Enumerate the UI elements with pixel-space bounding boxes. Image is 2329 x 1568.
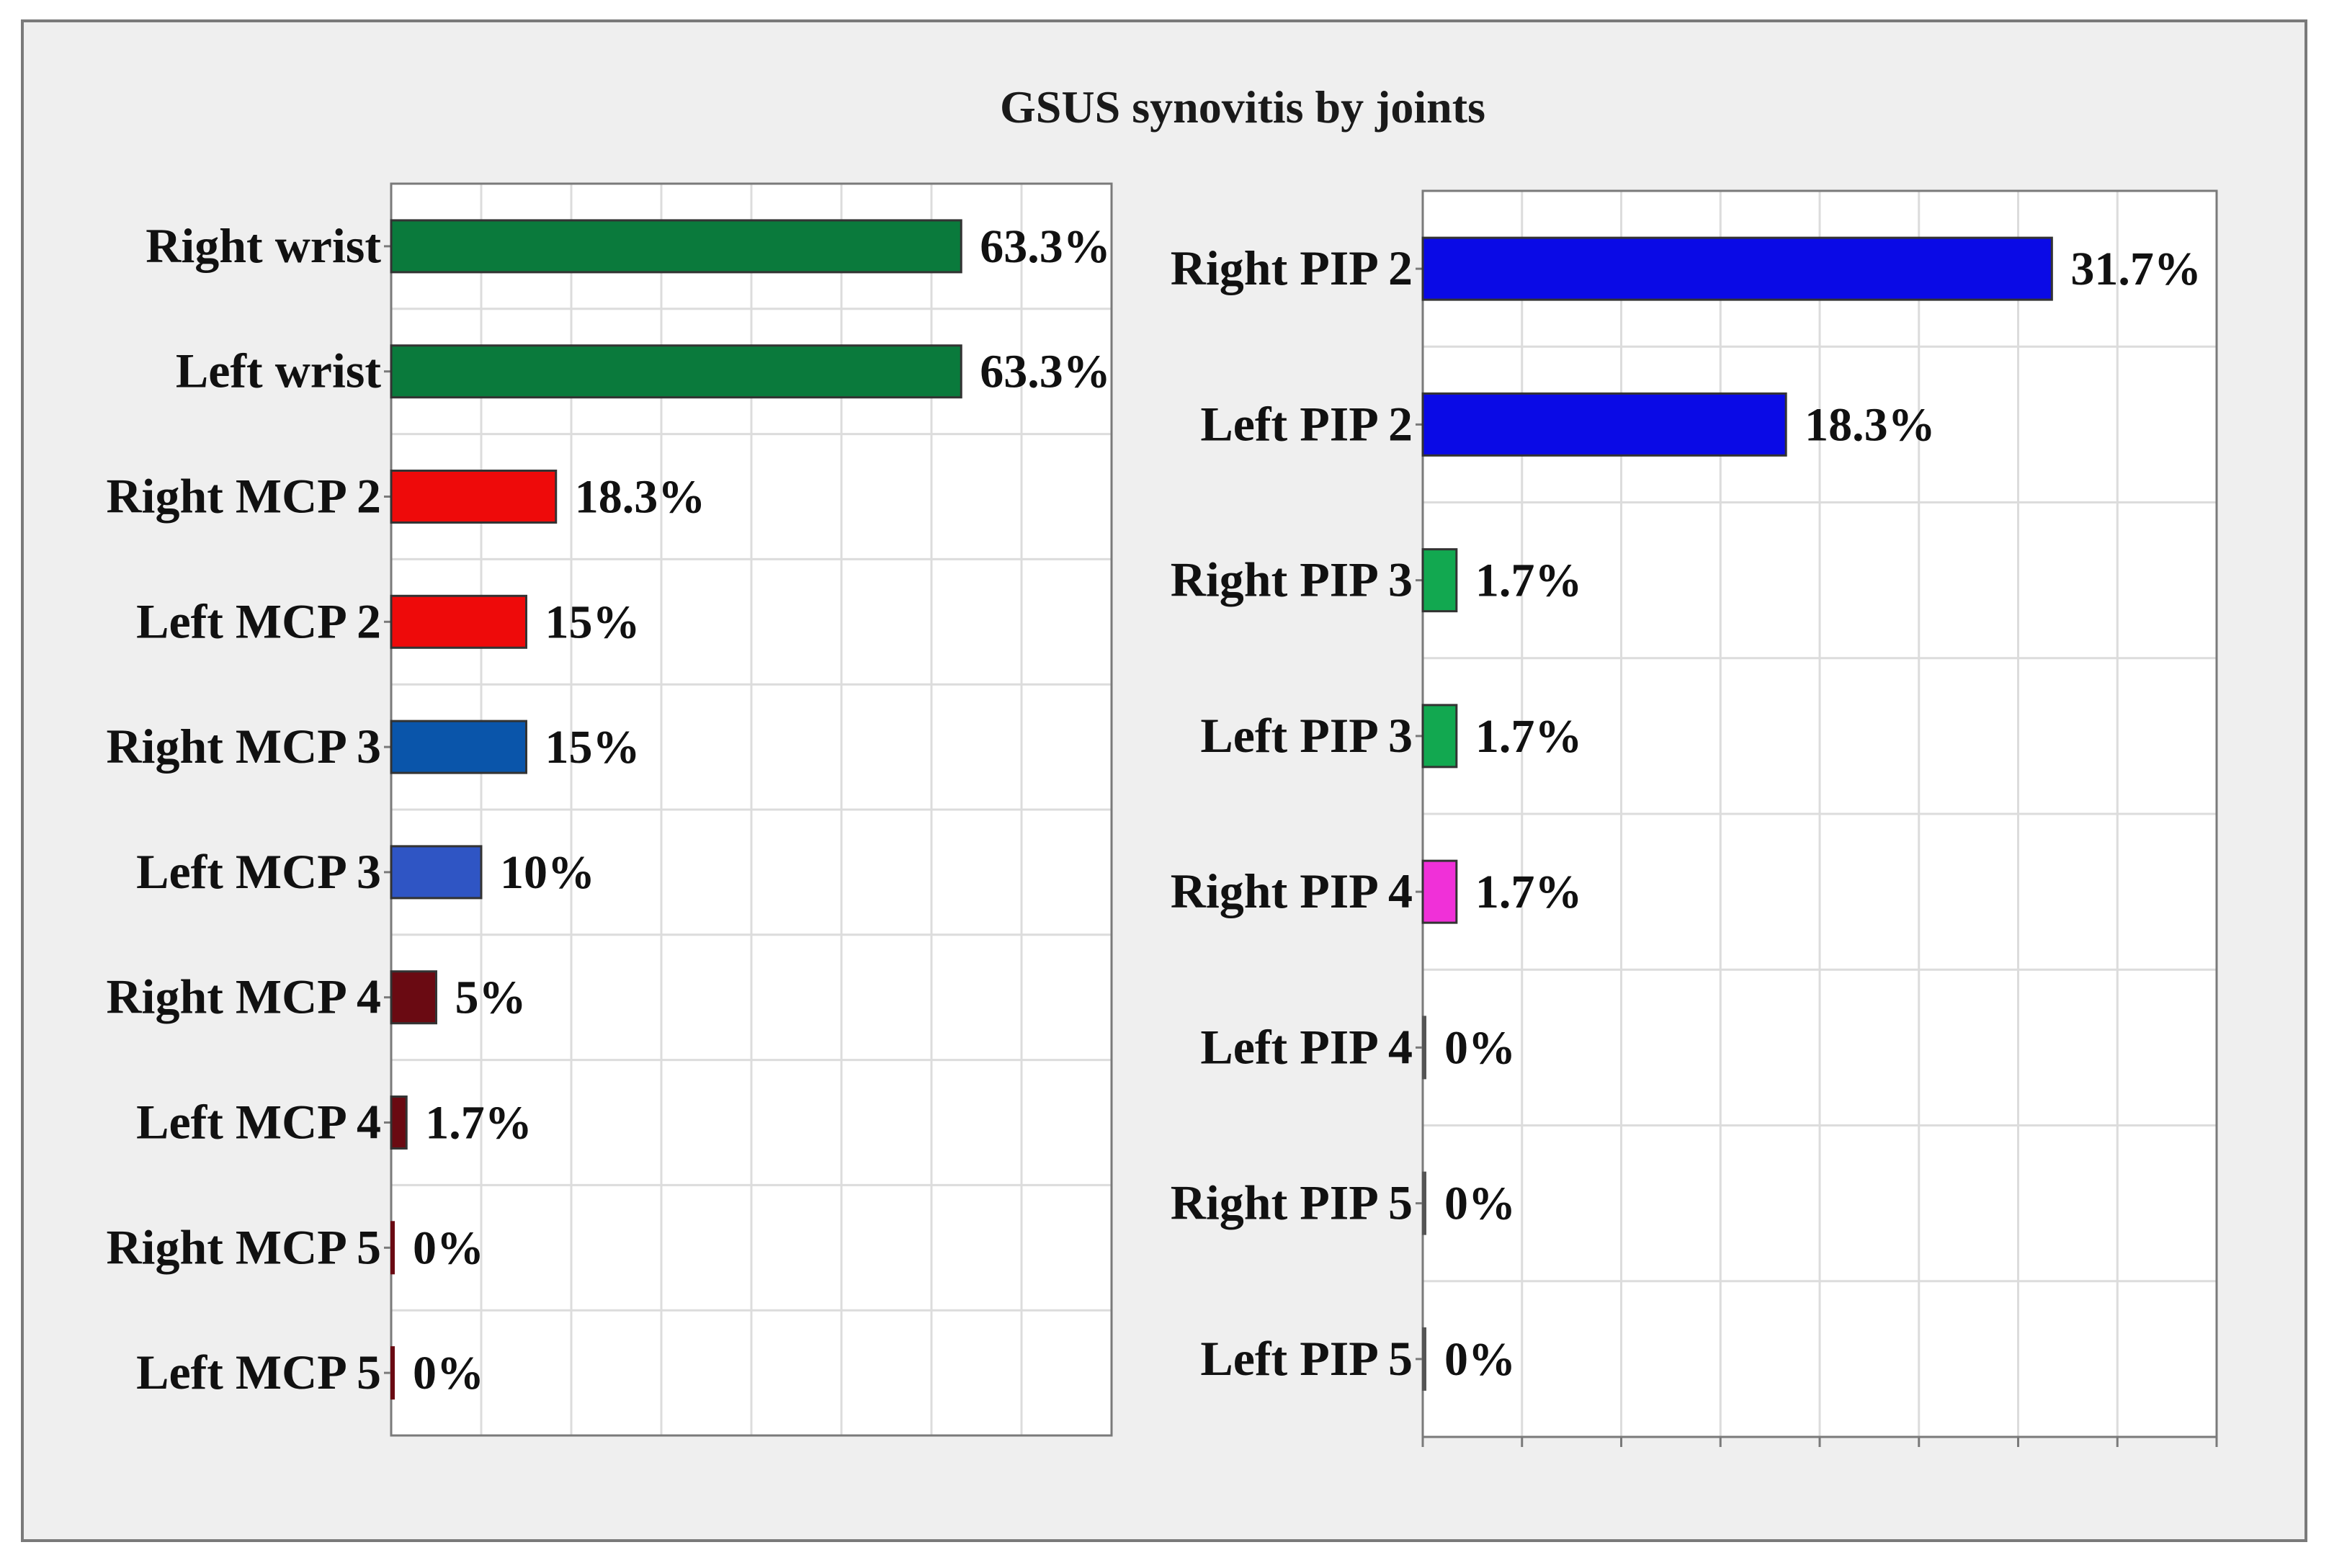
category-label: Right wrist: [146, 218, 381, 273]
value-label: 31.7%: [2070, 243, 2201, 295]
category-label: Right PIP 3: [1171, 552, 1413, 607]
value-label: 63.3%: [980, 346, 1111, 398]
bar: [390, 470, 558, 524]
bar: [390, 720, 527, 774]
chart-title: GSUS synovitis by joints: [1000, 81, 1485, 133]
value-label: 0%: [1444, 1178, 1516, 1230]
value-label: 1.7%: [1475, 866, 1583, 918]
category-label: Left MCP 5: [136, 1345, 381, 1399]
category-label: Right PIP 5: [1171, 1175, 1413, 1230]
category-label: Left MCP 3: [136, 844, 381, 899]
value-label: 15%: [545, 721, 640, 774]
category-label: Left MCP 2: [136, 593, 381, 648]
value-label: 18.3%: [575, 471, 706, 524]
category-label: Right MCP 4: [106, 969, 381, 1024]
value-label: 15%: [545, 596, 640, 648]
bar: [1422, 1327, 1426, 1391]
value-label: 0%: [1444, 1333, 1516, 1386]
bar: [390, 845, 483, 900]
category-label: Right MCP 3: [106, 719, 381, 774]
bar: [1422, 1016, 1426, 1080]
bar: [390, 1096, 408, 1150]
category-label: Left PIP 3: [1200, 708, 1413, 763]
bar: [390, 219, 962, 274]
category-label: Right MCP 2: [106, 469, 381, 524]
value-label: 63.3%: [980, 220, 1111, 273]
bar: [390, 1221, 395, 1275]
chart-panel-1: Right wrist 63.3% Left wrist 63.3% Right MCP…: [106, 182, 1113, 1437]
bar: [390, 344, 962, 399]
bar: [1421, 704, 1458, 769]
category-label: Right PIP 2: [1171, 241, 1413, 295]
category-label: Left wrist: [176, 344, 381, 398]
bar: [1421, 548, 1458, 613]
chart-panel-2: Right PIP 2 31.7% Left PIP 2 18.3% Right PIP…: [1171, 189, 2218, 1447]
category-label: Left PIP 5: [1200, 1331, 1413, 1386]
value-label: 0%: [413, 1222, 484, 1274]
value-label: 5%: [455, 972, 527, 1024]
value-label: 18.3%: [1805, 398, 1936, 451]
category-label: Left PIP 4: [1200, 1019, 1413, 1074]
bar: [1421, 236, 2053, 301]
plot-border: [390, 182, 1113, 1437]
category-label: Left MCP 4: [136, 1095, 381, 1150]
bar: [1421, 859, 1458, 924]
bar: [390, 594, 527, 649]
category-label: Right PIP 4: [1171, 864, 1413, 918]
category-label: Right MCP 5: [106, 1219, 381, 1274]
bar: [1421, 392, 1787, 457]
bar: [390, 970, 437, 1025]
value-label: 0%: [413, 1347, 484, 1399]
bar: [390, 1346, 395, 1400]
value-label: 1.7%: [1475, 710, 1583, 763]
value-label: 1.7%: [425, 1097, 532, 1150]
value-label: 1.7%: [1475, 555, 1583, 607]
value-label: 0%: [1444, 1021, 1516, 1074]
value-label: 10%: [500, 846, 595, 899]
category-label: Left PIP 2: [1200, 396, 1413, 451]
bar: [1422, 1171, 1426, 1235]
